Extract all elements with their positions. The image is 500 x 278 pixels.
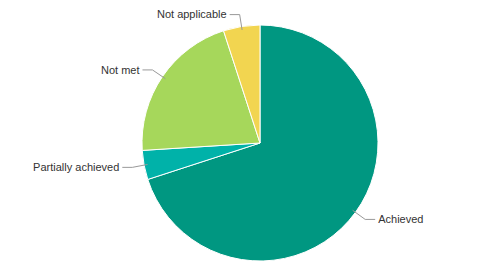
pie — [142, 25, 378, 261]
leader-line — [142, 70, 165, 79]
leader-line — [230, 15, 242, 30]
leader-line — [122, 164, 147, 167]
slice-label: Not met — [101, 64, 140, 76]
labels: Achieved Partially achieved Not met Not app… — [33, 8, 423, 225]
slice-label: Achieved — [378, 213, 423, 225]
chart: Achieved Partially achieved Not met Not app… — [0, 0, 500, 278]
slice — [224, 25, 260, 143]
slice-label: Partially achieved — [33, 161, 119, 173]
slice-label: Not applicable — [157, 8, 227, 20]
leader-line — [353, 210, 376, 219]
